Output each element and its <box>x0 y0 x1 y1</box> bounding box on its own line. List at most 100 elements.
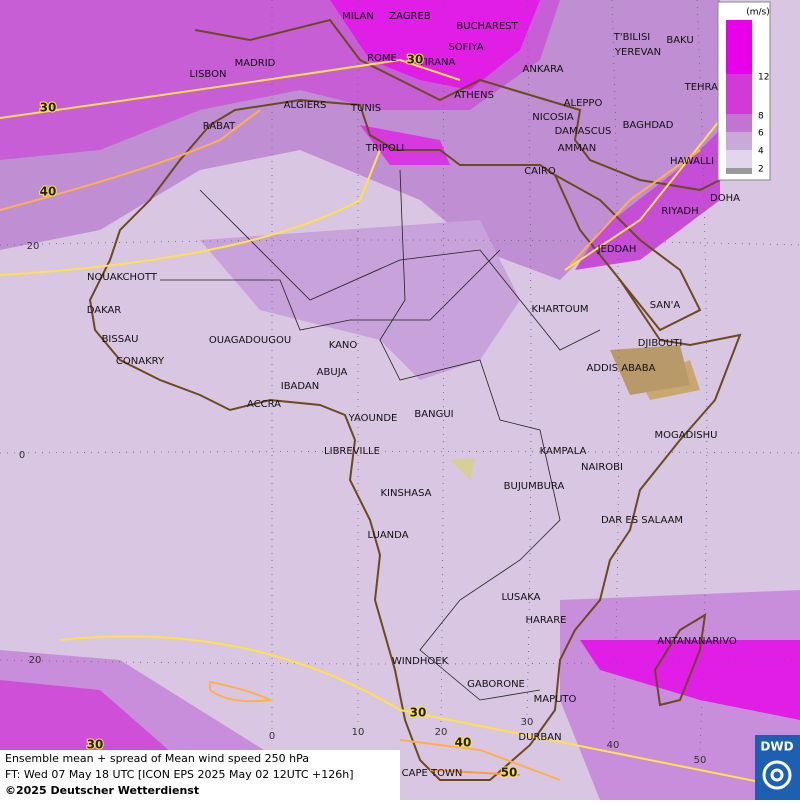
legend-swatch <box>726 150 752 168</box>
longitude-label: 10 <box>352 727 365 738</box>
city-label: KANO <box>329 340 358 351</box>
city-label: IBADAN <box>281 381 320 392</box>
graticule <box>0 0 800 751</box>
city-label: HARARE <box>525 615 566 626</box>
longitude-label: 40 <box>607 740 620 751</box>
longitude-labels: 0 10 20 30 40 50 <box>269 717 707 766</box>
city-label: TIRANA <box>418 57 456 68</box>
legend-swatch <box>726 74 752 114</box>
city-label: ADDIS ABABA <box>587 363 656 374</box>
city-label: TEHRAN <box>684 82 726 93</box>
city-label: ANTANANARIVO <box>657 636 737 647</box>
longitude-label: 20 <box>435 727 448 738</box>
city-label: CAIRO <box>524 166 556 177</box>
legend-swatch <box>726 168 752 174</box>
city-label: ALGIERS <box>284 100 327 111</box>
city-label: ANKARA <box>523 64 564 75</box>
city-labels: MILAN ZAGREB BUCHAREST T'BILISI BAKU SOFIYA YE… <box>87 11 740 779</box>
city-label: DAR ES SALAAM <box>601 515 683 526</box>
city-label: NAIROBI <box>581 462 623 473</box>
latitude-labels: 20 0 20 <box>19 241 42 666</box>
city-label: HAWALLI <box>670 156 714 167</box>
footer: Ensemble mean + spread of Mean wind spee… <box>0 750 400 800</box>
city-label: SAN'A <box>650 300 681 311</box>
legend-tick-label: 12 <box>758 73 769 83</box>
legend-swatch <box>726 132 752 150</box>
city-label: LIBREVILLE <box>324 446 380 457</box>
city-label: SOFIYA <box>448 42 483 53</box>
city-label: LISBON <box>190 69 227 80</box>
contour-label: 30 <box>40 101 57 115</box>
city-label: DJIBOUTI <box>638 338 683 349</box>
city-label: AMMAN <box>558 143 596 154</box>
contour-labels: 30 40 30 30 40 30 50 <box>39 52 519 781</box>
city-label: NOUAKCHOTT <box>87 272 158 283</box>
contour-label: 30 <box>407 53 424 67</box>
city-label: WINDHOEK <box>392 656 449 667</box>
city-label: KINSHASA <box>380 488 431 499</box>
map-title: Ensemble mean + spread of Mean wind spee… <box>5 752 309 765</box>
city-label: KHARTOUM <box>531 304 588 315</box>
city-label: GABORONE <box>467 679 525 690</box>
legend-tick-label: 2 <box>758 165 764 175</box>
logo-swirl <box>770 768 784 782</box>
latitude-label: 0 <box>19 450 25 461</box>
legend-swatch <box>726 114 752 132</box>
city-label: RIYADH <box>661 206 698 217</box>
city-label: ALEPPO <box>564 98 603 109</box>
city-label: LUANDA <box>367 530 408 541</box>
legend-tick-label: 8 <box>758 112 764 122</box>
city-label: DOHA <box>710 193 740 204</box>
city-label: TUNIS <box>350 103 381 114</box>
contour-label: 30 <box>410 706 427 720</box>
city-label: BAKU <box>666 35 693 46</box>
longitude-label: 30 <box>521 717 534 728</box>
city-label: ROME <box>367 53 397 64</box>
legend-swatch <box>726 20 752 74</box>
city-label: DURBAN <box>518 732 561 743</box>
coastlines <box>88 18 742 781</box>
city-label: ATHENS <box>454 90 494 101</box>
logo-text: DWD <box>760 740 793 754</box>
city-label: OUAGADOUGOU <box>209 335 291 346</box>
city-label: YAOUNDE <box>348 413 398 424</box>
logo: DWD <box>755 735 800 800</box>
legend-tick-label: 4 <box>758 147 764 157</box>
city-label: CONAKRY <box>116 356 165 367</box>
city-label: NICOSIA <box>532 112 574 123</box>
contours <box>0 58 800 791</box>
legend: (m/s) 12 8 6 4 2 <box>717 1 771 181</box>
city-label: BAGHDAD <box>623 120 674 131</box>
latitude-label: 20 <box>29 655 42 666</box>
city-label: JEDDAH <box>597 244 637 255</box>
city-label: LUSAKA <box>502 592 541 603</box>
city-label: KAMPALA <box>540 446 587 457</box>
city-label: ACCRA <box>247 399 281 410</box>
city-label: MILAN <box>342 11 374 22</box>
city-label: DAMASCUS <box>555 126 612 137</box>
longitude-label: 0 <box>269 731 275 742</box>
city-label: CAPE TOWN <box>402 768 463 779</box>
city-label: MADRID <box>235 58 276 69</box>
contour-label: 40 <box>40 185 57 199</box>
city-label: BUCHAREST <box>456 21 518 32</box>
city-label: MAPUTO <box>534 694 577 705</box>
contour-label: 30 <box>87 738 104 752</box>
city-label: BUJUMBURA <box>504 481 565 492</box>
city-label: MOGADISHU <box>655 430 718 441</box>
city-label: YEREVAN <box>614 47 661 58</box>
city-label: BISSAU <box>102 334 139 345</box>
city-label: T'BILISI <box>613 32 650 43</box>
forecast-time: FT: Wed 07 May 18 UTC [ICON EPS 2025 May… <box>5 768 354 781</box>
logo-swirl <box>762 760 792 790</box>
borders <box>160 169 601 701</box>
contour-label: 40 <box>455 736 472 750</box>
city-label: BANGUI <box>414 409 453 420</box>
contour-label: 50 <box>501 766 518 780</box>
city-label: ABUJA <box>317 367 348 378</box>
longitude-label: 50 <box>694 755 707 766</box>
city-label: DAKAR <box>87 305 122 316</box>
city-label: TRIPOLI <box>365 143 404 154</box>
